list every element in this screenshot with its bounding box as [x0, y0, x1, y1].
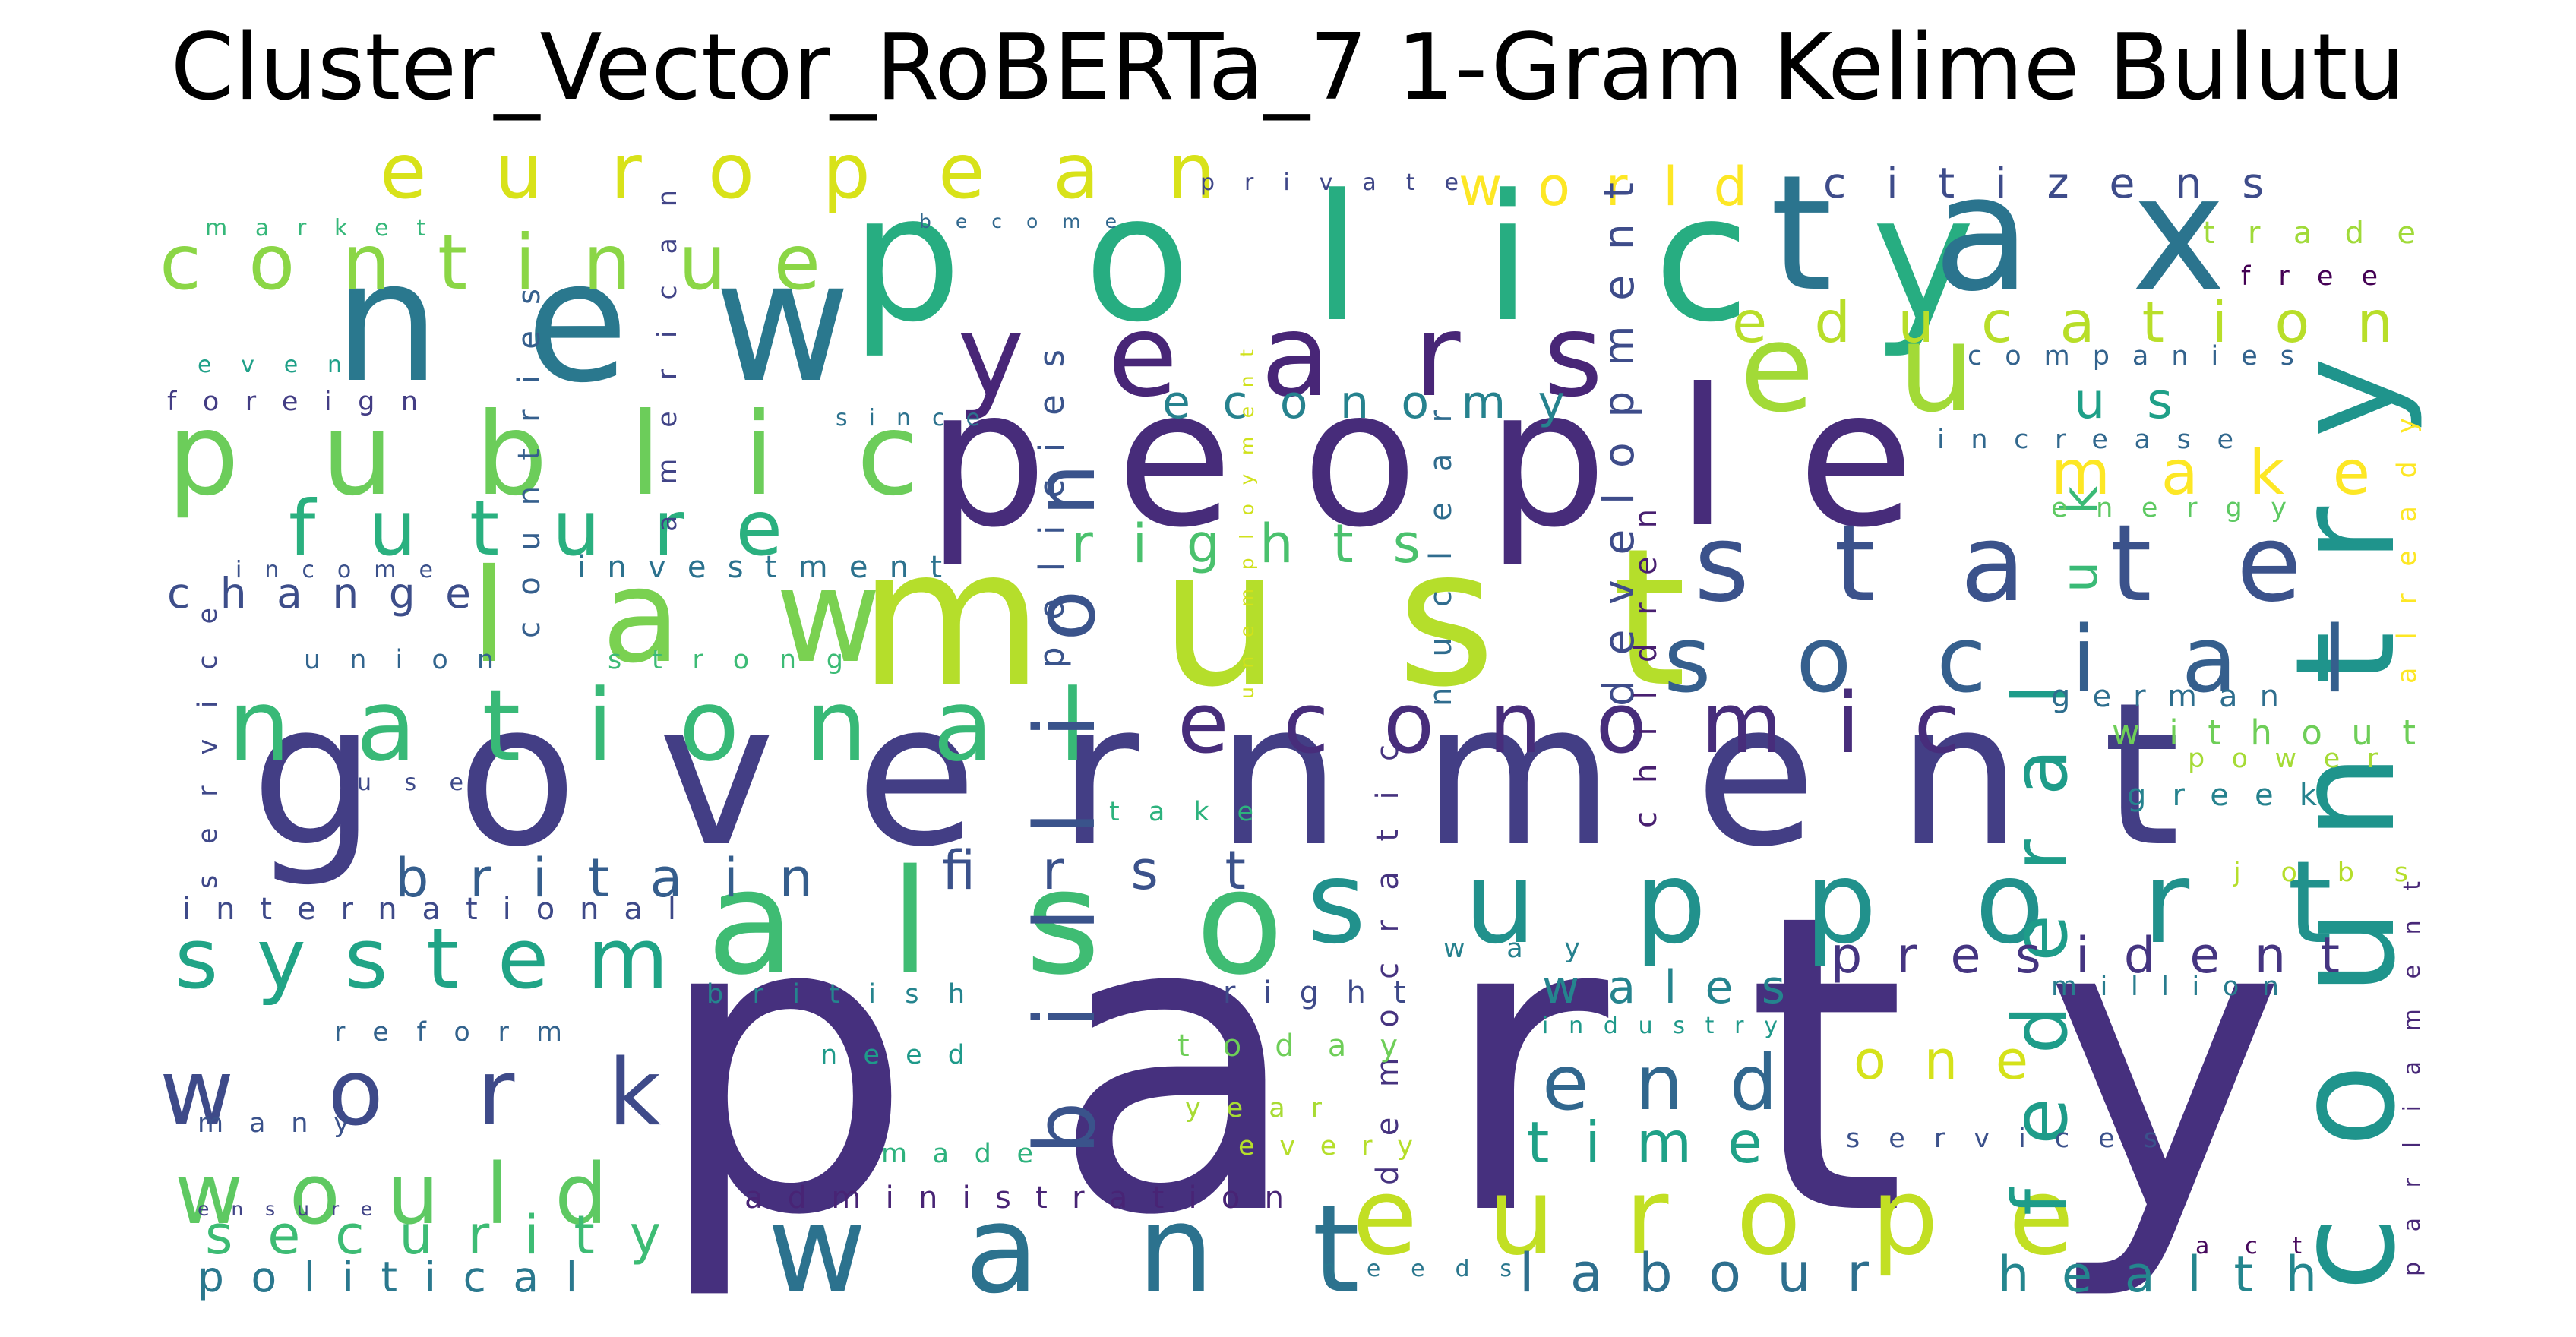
- word-industry: industry: [1542, 1013, 1778, 1039]
- word-private: private: [1200, 169, 1459, 196]
- word-even: even: [198, 352, 342, 378]
- word-democratic: democratic: [1370, 744, 1405, 1185]
- word-nuclear: nuclear: [1424, 409, 1459, 706]
- word-already: already: [2392, 418, 2423, 684]
- word-president: president: [1831, 928, 2340, 985]
- word-one: one: [1854, 1029, 2028, 1092]
- word-support: support: [1307, 837, 2332, 969]
- word-work: work: [160, 1041, 662, 1146]
- word-american: american: [653, 190, 683, 532]
- word-free: free: [2241, 261, 2378, 292]
- word-trade: trade: [2203, 216, 2416, 251]
- word-end: end: [1542, 1038, 1778, 1127]
- word-country: country: [2267, 357, 2426, 1291]
- word-international: international: [182, 892, 676, 927]
- word-service: service: [193, 608, 223, 889]
- word-us: us: [2074, 373, 2173, 430]
- word-european: european: [380, 127, 1215, 216]
- word-economy: economy: [1162, 376, 1565, 429]
- word-would: would: [175, 1146, 608, 1243]
- word-political: political: [198, 1253, 577, 1301]
- word-federal: federal: [1996, 684, 2085, 1215]
- word-made: made: [881, 1139, 1033, 1169]
- word-cloud-title: Cluster_Vector_RoBERTa_7 1-Gram Kelime B…: [170, 15, 2406, 121]
- word-new: new: [334, 225, 851, 419]
- word-education: education: [1732, 289, 2393, 356]
- word-many: many: [198, 1108, 349, 1139]
- word-companies: companies: [1968, 341, 2294, 371]
- word-citizens: citizens: [1823, 159, 2264, 207]
